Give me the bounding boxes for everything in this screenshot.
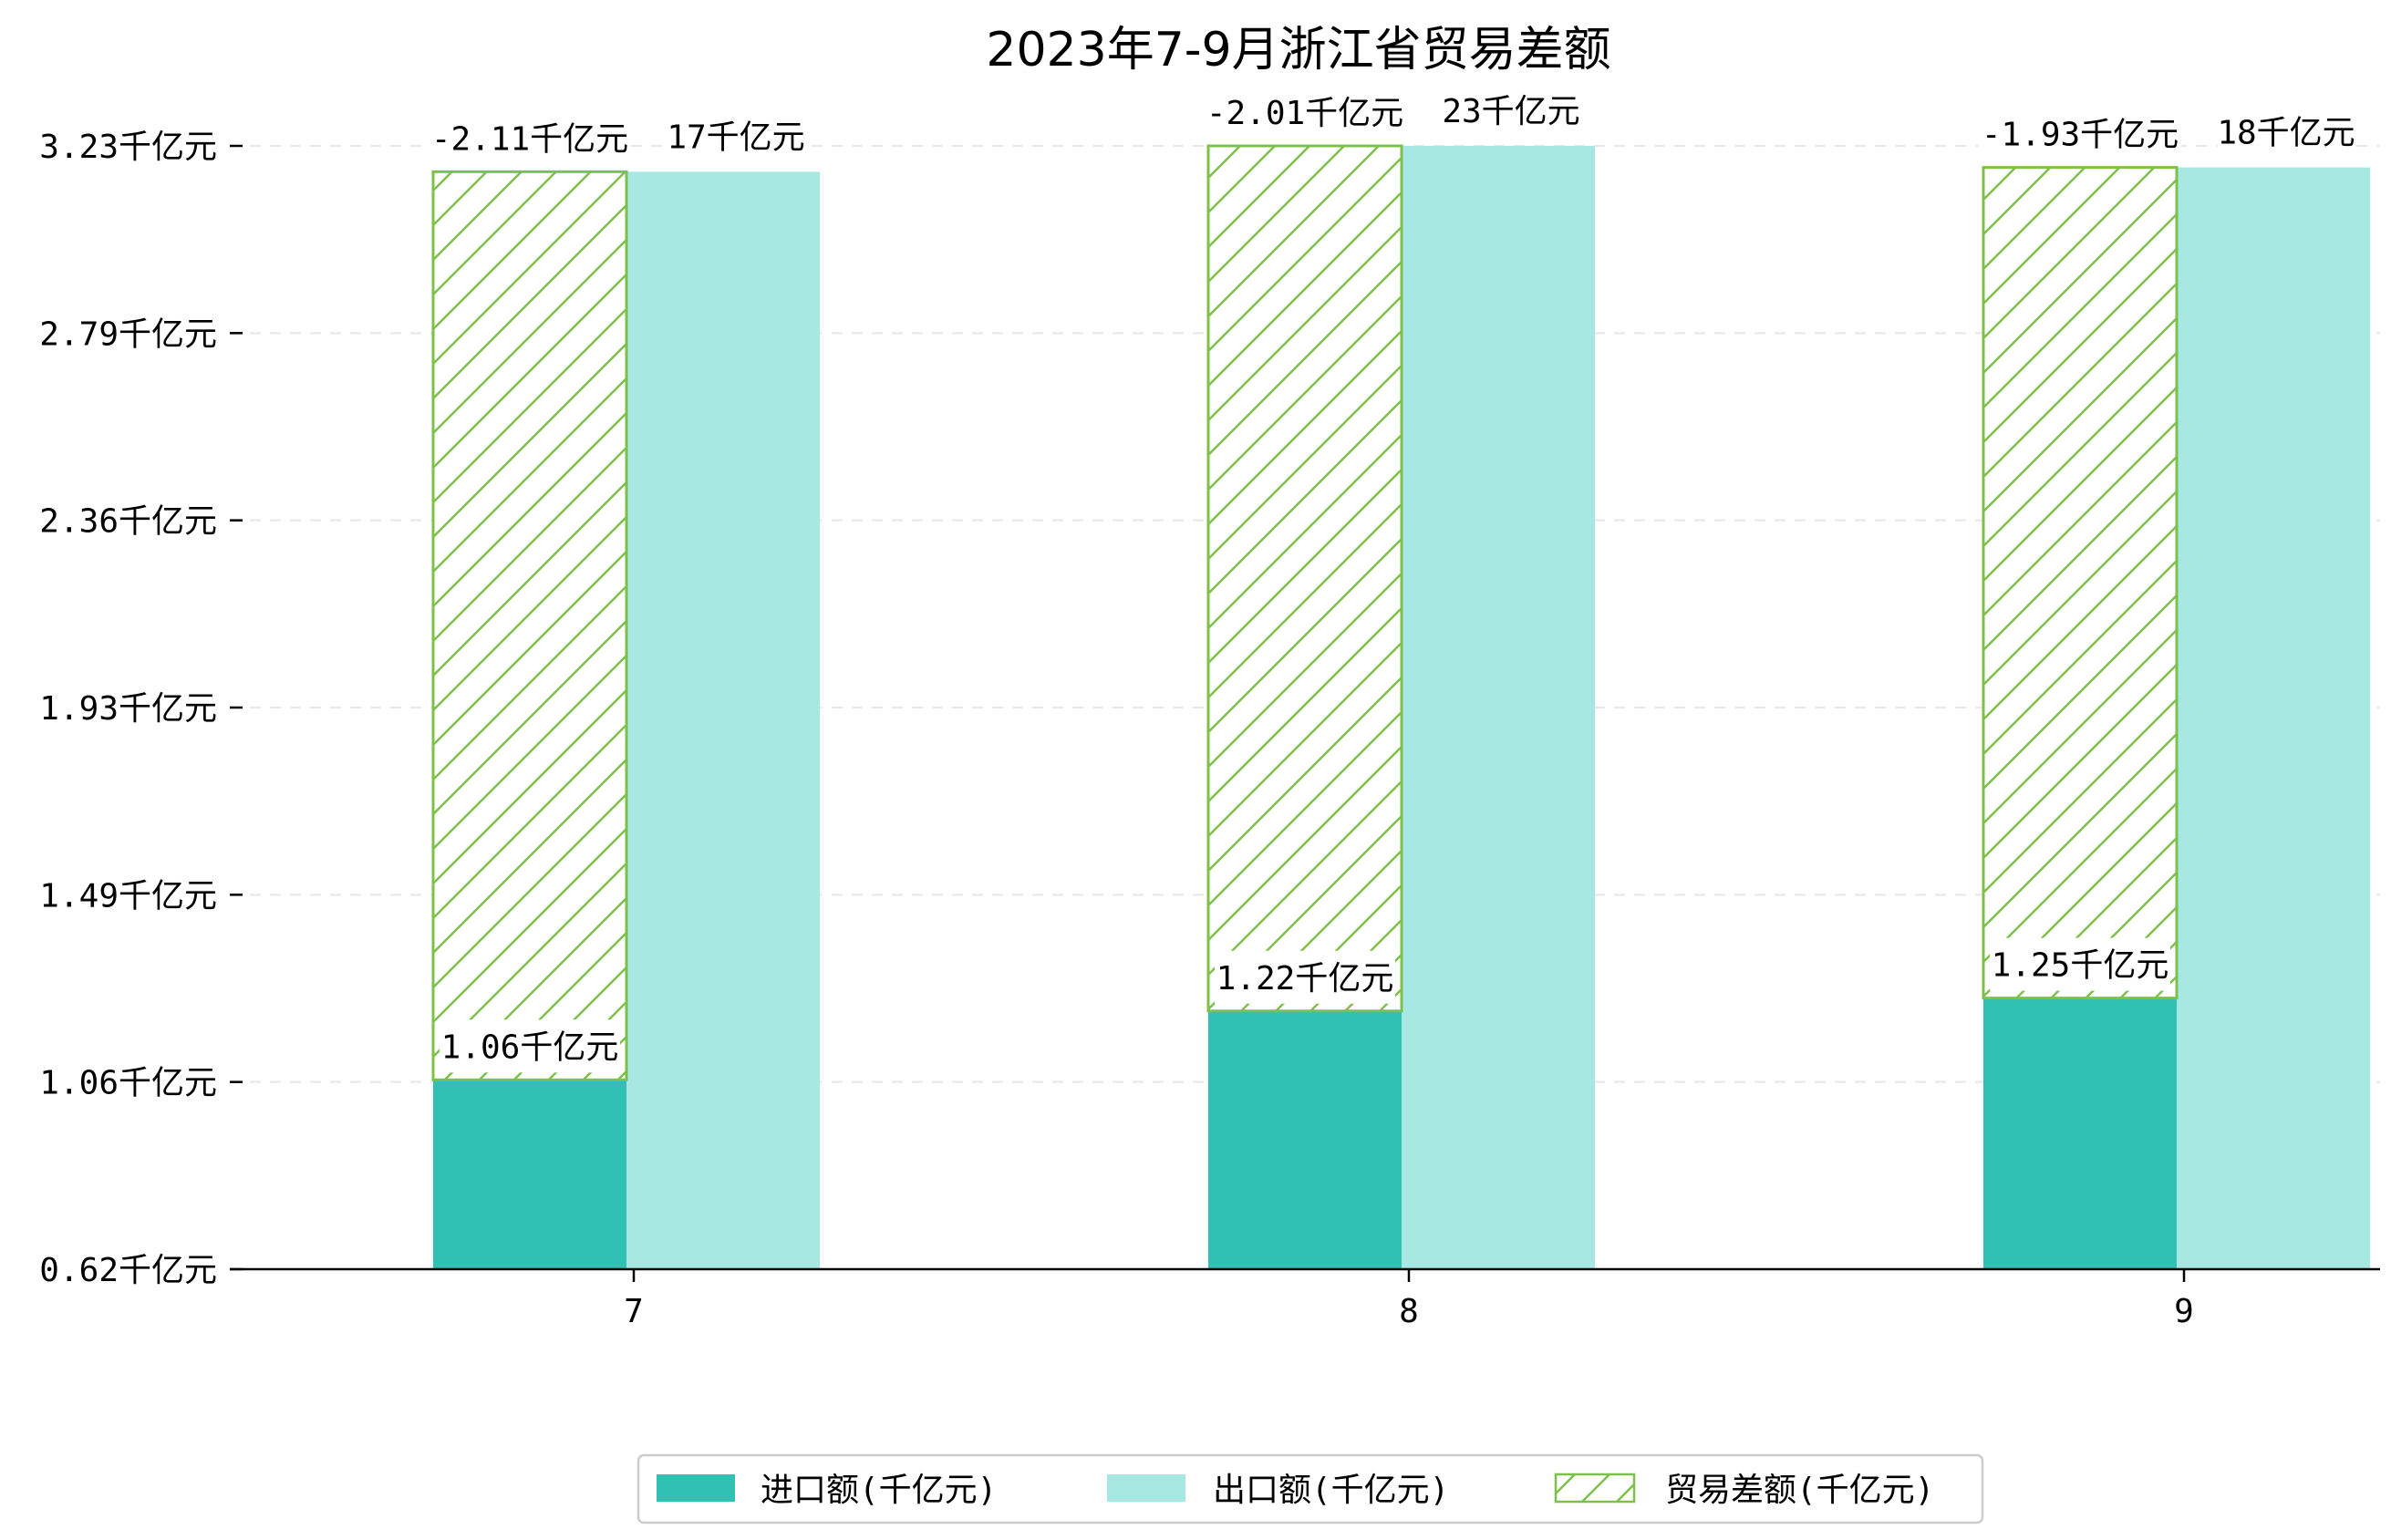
label-export-box	[668, 109, 804, 163]
label-balance-box	[1979, 107, 2181, 160]
bar-import	[1983, 997, 2177, 1269]
y-tick-label: 3.23千亿元	[39, 129, 217, 166]
label-balance-box	[1204, 86, 1406, 139]
y-tick-label: 2.36千亿元	[39, 503, 217, 541]
label-balance: -1.93千亿元	[1982, 117, 2179, 154]
legend-swatch-balance	[1554, 1473, 1636, 1504]
label-export-group: 23千亿元	[1442, 84, 1580, 137]
label-export-group: 17千亿元	[667, 109, 805, 163]
label-balance-box	[429, 111, 631, 165]
bar-import	[433, 1080, 626, 1269]
label-export-box	[1443, 84, 1579, 137]
y-tick-label: 1.49千亿元	[39, 877, 217, 915]
bar-balance	[431, 170, 628, 1081]
legend-label-import: 进口额(千亿元)	[761, 1472, 997, 1509]
bar-export	[1402, 146, 1595, 1269]
bar-export	[626, 171, 820, 1270]
x-tick-label: 9	[2174, 1293, 2194, 1330]
label-import-group: 1.22千亿元	[1215, 950, 1395, 1004]
legend-swatch-export	[1107, 1474, 1185, 1502]
x-tick-label: 8	[1399, 1293, 1419, 1330]
label-export: 23千亿元	[1442, 93, 1579, 130]
label-import: 1.25千亿元	[1992, 947, 2169, 985]
legend-label-export: 出口额(千亿元)	[1213, 1472, 1449, 1509]
label-export-box	[2218, 105, 2355, 159]
bar-import	[1208, 1010, 1402, 1269]
label-export-group: 18千亿元	[2217, 105, 2355, 159]
label-balance-group: -1.93千亿元	[1979, 107, 2181, 160]
label-balance: -2.11千亿元	[431, 120, 628, 158]
label-import: 1.22千亿元	[1216, 960, 1394, 997]
y-tick-label: 1.06千亿元	[39, 1065, 217, 1102]
label-import-box	[1990, 937, 2170, 991]
chart-title: 2023年7-9月浙江省贸易差额	[986, 23, 1610, 78]
y-tick-label: 2.79千亿元	[39, 315, 217, 353]
bar-export	[2177, 167, 2370, 1269]
x-tick-label: 7	[624, 1293, 644, 1330]
data-labels: 1.06千亿元 -2.11千亿元 17千亿元 1.22千亿元 -2.01千亿元 23千亿元…	[429, 84, 2355, 1073]
bar-balance	[1982, 166, 2179, 1000]
y-tick-label: 0.62千亿元	[39, 1252, 217, 1289]
label-import-group: 1.06千亿元	[440, 1019, 620, 1073]
label-import-box	[440, 1019, 620, 1073]
legend: 进口额(千亿元) 出口额(千亿元) 贸易差额(千亿元)	[637, 1453, 1984, 1524]
legend-label-balance: 贸易差额(千亿元)	[1665, 1472, 1934, 1509]
x-axis: 7 8 9	[624, 1269, 2194, 1330]
label-balance-group: -2.01千亿元	[1204, 86, 1406, 139]
label-import: 1.06千亿元	[441, 1028, 619, 1066]
bar-balance	[1206, 144, 1403, 1013]
label-import-box	[1215, 950, 1395, 1004]
y-tick-label: 1.93千亿元	[39, 690, 217, 728]
label-import-group: 1.25千亿元	[1990, 937, 2170, 991]
label-export: 17千亿元	[667, 119, 804, 156]
bars	[431, 144, 2370, 1270]
y-axis: 0.62千亿元 1.06千亿元 1.49千亿元 1.93千亿元 2.36千亿元 2.79千…	[39, 129, 243, 1289]
label-balance: -2.01千亿元	[1206, 95, 1403, 132]
label-balance-group: -2.11千亿元	[429, 111, 631, 165]
label-export: 18千亿元	[2217, 115, 2355, 152]
legend-frame	[637, 1453, 1984, 1524]
legend-swatch-import	[657, 1474, 735, 1502]
